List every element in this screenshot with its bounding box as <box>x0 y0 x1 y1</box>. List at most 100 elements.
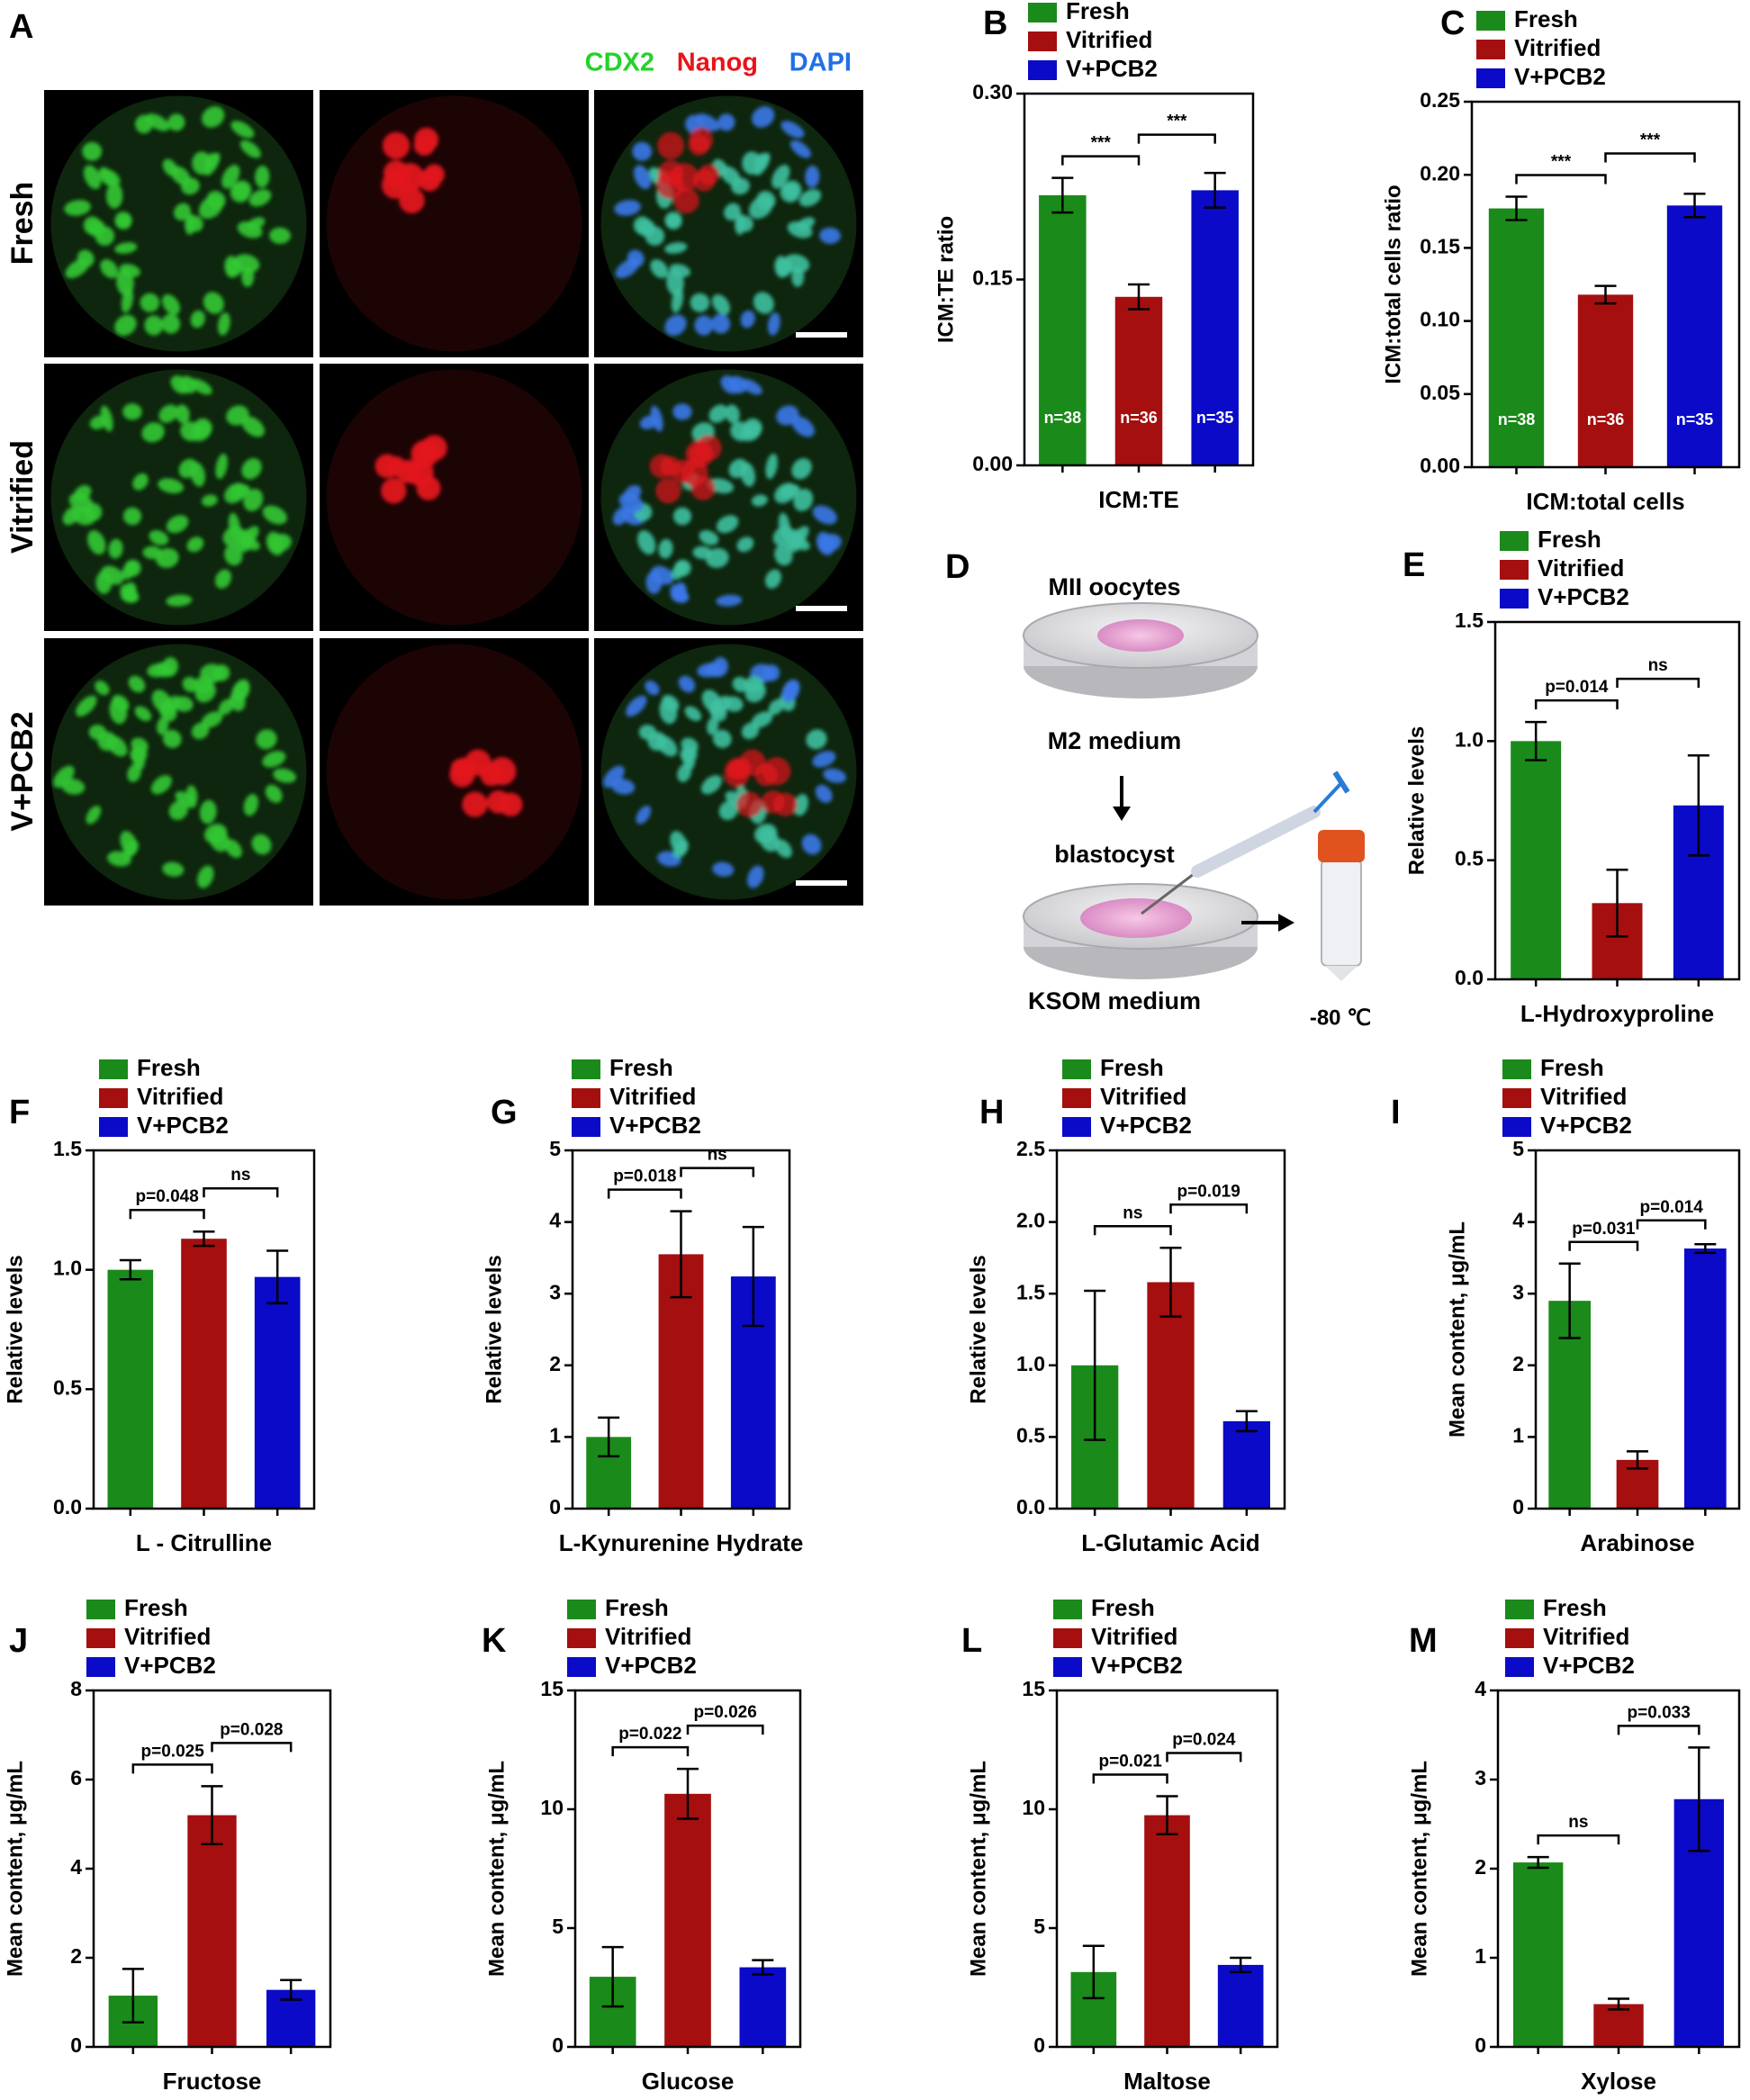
nucleus <box>711 293 731 315</box>
embryo <box>600 95 857 352</box>
nucleus <box>740 422 762 442</box>
nucleus <box>87 530 106 555</box>
nucleus <box>64 200 91 216</box>
panel-letter: I <box>1391 1094 1401 1131</box>
bar <box>181 1239 227 1509</box>
legend-label: V+PCB2 <box>124 1652 216 1679</box>
n-label: n=36 <box>1587 410 1625 428</box>
significance-label: p=0.014 <box>1640 1198 1704 1217</box>
nucleus <box>162 861 185 877</box>
nucleus <box>226 405 249 426</box>
nucleus <box>720 375 740 394</box>
y-tick-label: 15 <box>540 1677 564 1700</box>
nucleus <box>168 800 188 821</box>
plunger <box>1312 781 1343 814</box>
nucleus <box>752 105 775 128</box>
nucleus <box>705 547 729 568</box>
y-tick-label: 2 <box>549 1352 561 1375</box>
nucleus <box>203 824 228 844</box>
nucleus <box>174 203 191 221</box>
y-axis-label: Relative levels <box>3 1255 27 1403</box>
nucleus <box>170 375 190 394</box>
n-label: n=36 <box>1120 409 1158 427</box>
nucleus <box>161 313 181 334</box>
significance-label: p=0.028 <box>220 1720 283 1739</box>
error-bar <box>119 1258 141 1281</box>
icm-nucleus <box>754 763 778 787</box>
nucleus <box>233 254 260 274</box>
error-bar <box>280 1978 302 2001</box>
significance-label: ns <box>708 1146 727 1165</box>
y-tick-label: 1.0 <box>53 1257 82 1280</box>
panel-letter: C <box>1440 5 1465 42</box>
x-axis-label: L-Glutamic Acid <box>1081 1529 1259 1556</box>
nucleus <box>787 221 813 239</box>
nucleus <box>603 765 625 789</box>
y-tick-label: 0.5 <box>53 1375 82 1399</box>
legend-swatch <box>1505 1657 1534 1677</box>
bar <box>1593 2004 1644 2047</box>
x-axis-label: L-Hydroxyproline <box>1520 1000 1714 1027</box>
nucleus <box>239 526 259 548</box>
nucleus <box>157 717 169 735</box>
y-tick-label: 0.30 <box>972 80 1013 104</box>
nucleus <box>780 483 800 499</box>
y-tick-label: 3 <box>1512 1280 1524 1303</box>
panel-letter: K <box>482 1622 507 1660</box>
nucleus <box>783 254 810 274</box>
y-tick-label: 2 <box>1512 1352 1524 1375</box>
embryo <box>600 369 857 626</box>
y-tick-label: 0 <box>1512 1495 1524 1519</box>
nucleus <box>175 404 190 424</box>
icm-nucleus <box>690 475 716 500</box>
nucleus <box>805 165 820 188</box>
plot-frame <box>573 1689 802 2049</box>
row-label: Fresh <box>5 182 40 266</box>
nucleus <box>206 191 226 210</box>
panel-letter: J <box>9 1622 28 1660</box>
y-tick-label: 0 <box>549 1495 561 1519</box>
legend-label: V+PCB2 <box>1543 1652 1635 1679</box>
bar <box>1114 296 1163 465</box>
y-tick-label: 0 <box>552 2033 564 2057</box>
nucleus <box>114 212 132 230</box>
nucleus <box>185 785 198 805</box>
micrograph <box>594 90 863 357</box>
x-axis-label: L-Kynurenine Hydrate <box>559 1529 804 1556</box>
legend-swatch <box>1500 589 1529 608</box>
legend-swatch <box>1502 1117 1531 1137</box>
nucleus <box>186 536 204 553</box>
embryo <box>50 644 307 900</box>
nucleus <box>662 694 680 712</box>
legend-label: Vitrified <box>1543 1623 1629 1650</box>
nuclei <box>382 127 445 214</box>
x-axis-label: Maltose <box>1123 2068 1211 2095</box>
y-tick-label: 0.5 <box>1016 1423 1045 1447</box>
micrographs <box>44 90 863 906</box>
nucleus <box>765 453 778 480</box>
panel-letter: D <box>945 548 970 586</box>
nucleus <box>158 404 178 423</box>
error-bar <box>201 1785 223 1846</box>
nucleus <box>77 249 95 267</box>
nucleus <box>728 458 748 479</box>
nucleus <box>121 562 138 580</box>
micrograph <box>320 364 589 631</box>
nucleus <box>239 140 261 158</box>
nucleus <box>823 768 847 783</box>
step-label: blastocyst <box>1054 841 1175 868</box>
legend-swatch <box>567 1657 596 1677</box>
row-label: V+PCB2 <box>5 711 40 831</box>
nucleus <box>742 151 762 176</box>
nucleus <box>614 200 641 216</box>
nucleus <box>716 515 739 534</box>
y-tick-label: 4 <box>1475 1677 1486 1700</box>
nucleus <box>262 751 286 768</box>
legend-swatch <box>86 1657 115 1677</box>
nucleus <box>671 287 684 313</box>
legend-label: V+PCB2 <box>137 1112 229 1139</box>
y-tick-label: 1.5 <box>1016 1280 1045 1303</box>
icm-nucleus <box>692 168 716 192</box>
nucleus <box>217 312 230 336</box>
legend-swatch <box>1028 32 1057 51</box>
